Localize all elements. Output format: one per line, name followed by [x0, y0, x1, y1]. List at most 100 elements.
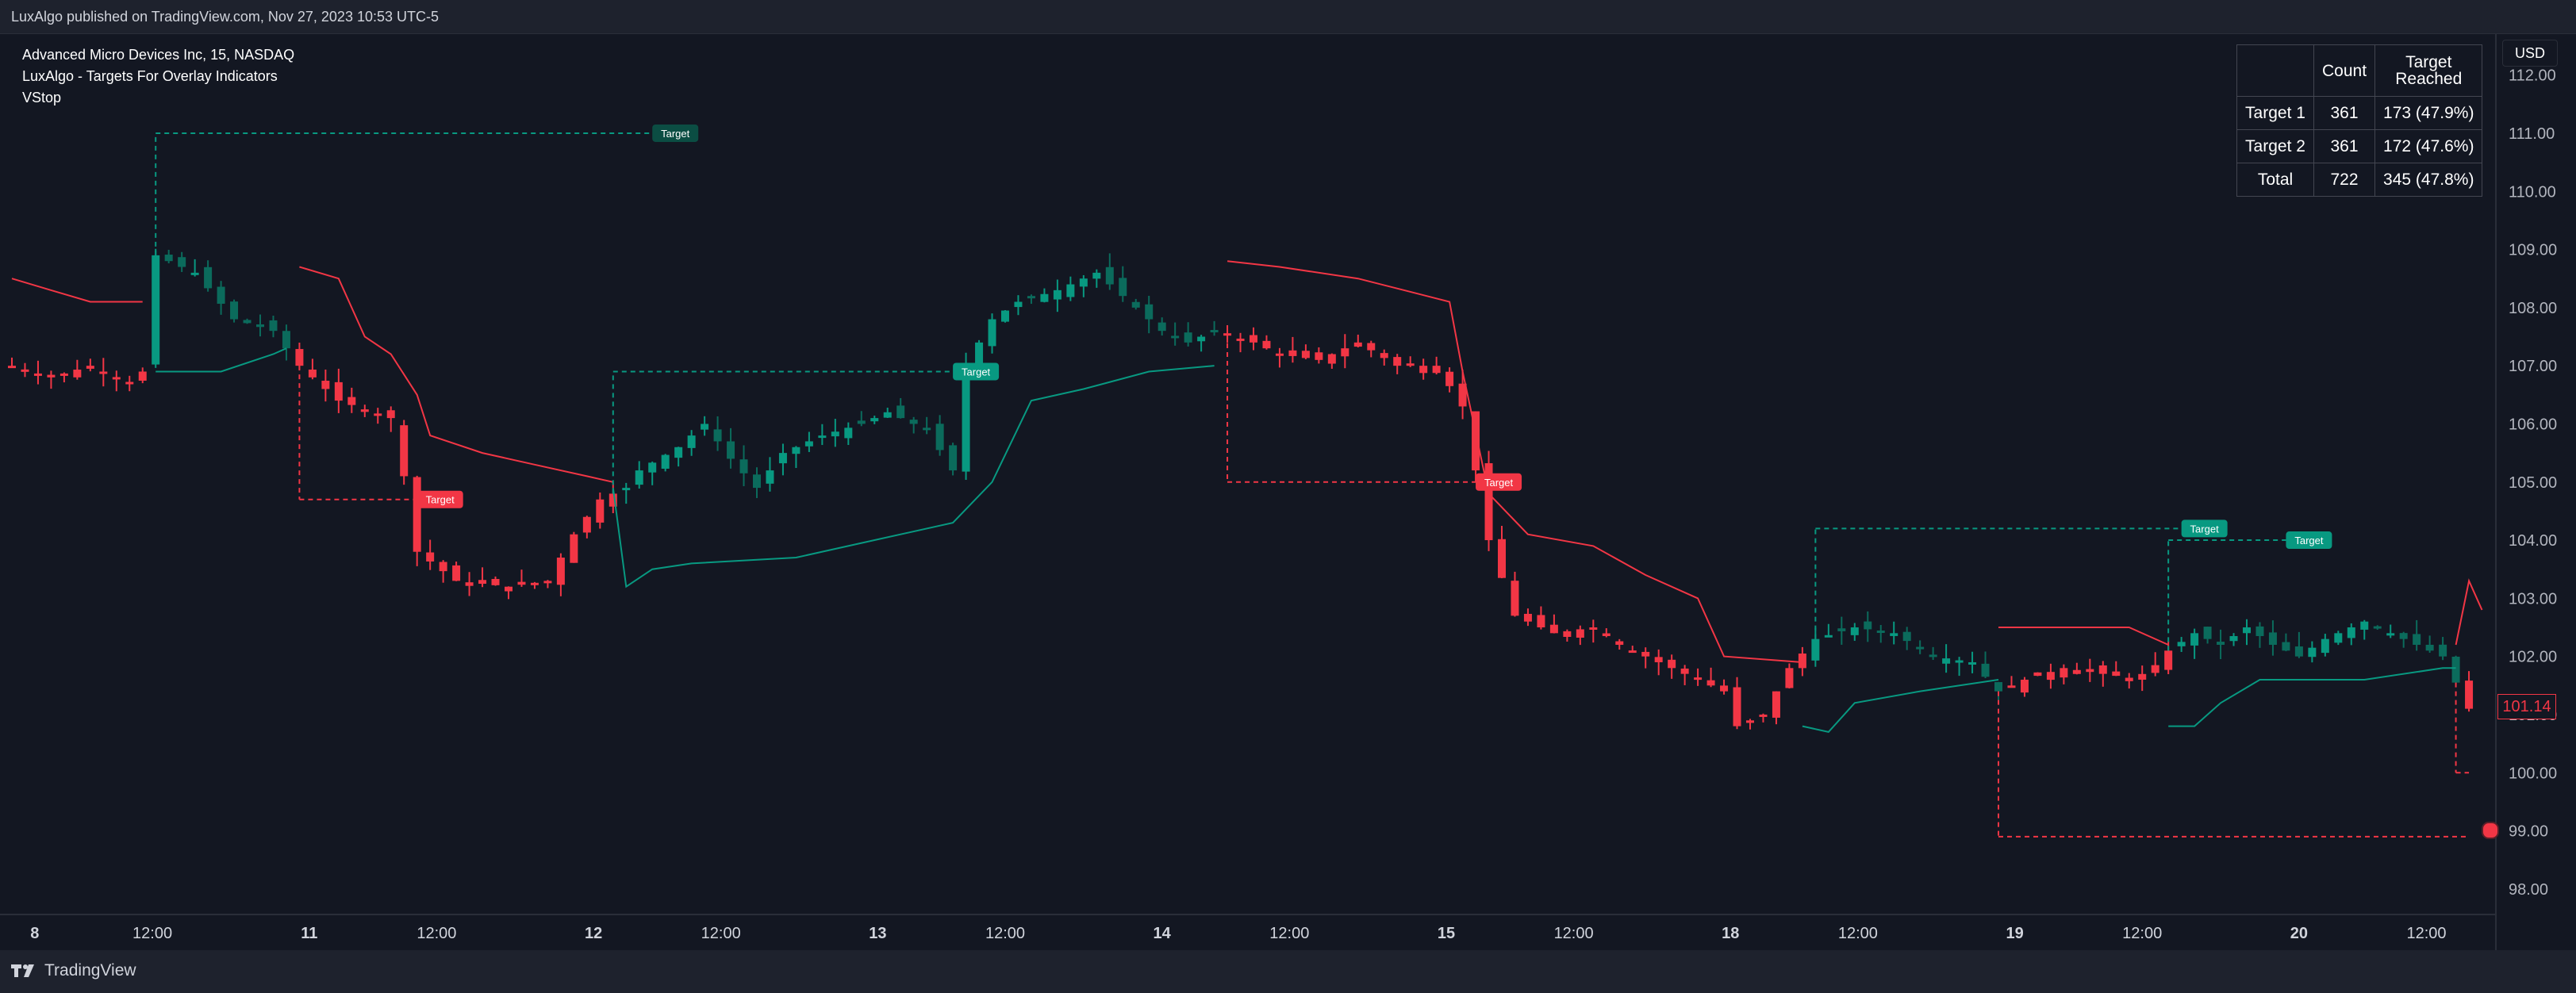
candle-body — [1484, 463, 1493, 541]
candle-body — [949, 445, 958, 471]
published-info: LuxAlgo published on TradingView.com, No… — [11, 9, 439, 25]
candle-body — [230, 301, 239, 320]
candle-body — [909, 420, 918, 424]
price-chart[interactable]: 112.00 111.00 110.00 109.00 108.00 107.00 106.… — [0, 34, 2576, 950]
indicator-title[interactable]: LuxAlgo - Targets For Overlay Indicators — [22, 68, 278, 84]
candle-body — [2229, 635, 2238, 642]
candle-body — [21, 369, 29, 372]
candle-body — [1171, 335, 1180, 339]
candle-body — [753, 474, 761, 489]
candle-body — [1537, 615, 1545, 627]
candle-body — [8, 366, 16, 369]
time-tick-label: 12:00 — [1554, 925, 1594, 942]
candle-body — [1288, 350, 1297, 356]
candle-body — [1641, 651, 1650, 657]
symbol-title[interactable]: Advanced Micro Devices Inc, 15, NASDAQ — [22, 47, 295, 63]
candle-body — [622, 488, 631, 491]
target-label: Target — [426, 494, 455, 506]
candle-body — [556, 558, 565, 585]
candle-body — [687, 435, 696, 448]
candle-body — [33, 373, 42, 376]
candle-body — [1864, 621, 1872, 630]
target-label-bg — [2181, 520, 2228, 538]
target-label: Target — [2294, 535, 2324, 546]
price-tick-label: 98.00 — [2509, 881, 2548, 899]
tradingview-logo[interactable]: TradingView — [11, 961, 136, 980]
candle-body — [1837, 628, 1846, 631]
vstop-line — [612, 365, 1215, 589]
candle-body — [152, 255, 160, 365]
vstop-line — [11, 278, 143, 303]
price-tick-label: 99.00 — [2509, 823, 2548, 841]
tradingview-logo-icon — [11, 964, 34, 977]
candle-body — [727, 441, 735, 459]
candle-body — [2413, 634, 2421, 645]
time-tick-label: 12:00 — [1838, 925, 1878, 942]
price-tick-label: 102.00 — [2509, 649, 2557, 666]
price-tick-label: 111.00 — [2509, 125, 2555, 143]
candle-body — [2086, 669, 2094, 673]
candle-body — [1733, 687, 1741, 727]
candle-body — [2386, 633, 2395, 636]
candle-body — [1445, 371, 1454, 386]
candle-body — [295, 349, 304, 366]
currency-button[interactable]: USD — [2502, 40, 2558, 67]
stats-cell: 173 (47.9%) — [2374, 96, 2483, 130]
stats-cell: 345 (47.8%) — [2374, 163, 2483, 197]
candle-body — [2451, 656, 2460, 683]
vstop-line — [2168, 667, 2456, 727]
candle-body — [204, 266, 213, 289]
target-label: Target — [661, 128, 690, 140]
candle-body — [1498, 539, 1506, 578]
candle-body — [1811, 638, 1820, 661]
candle-body — [1262, 340, 1271, 349]
candle-body — [1824, 635, 1833, 638]
candle-body — [1066, 284, 1075, 297]
price-tick-label: 105.00 — [2509, 474, 2557, 492]
candle-body — [935, 424, 944, 450]
candle-body — [1027, 296, 1035, 299]
target-marker-dot — [2482, 822, 2499, 839]
candle-body — [1563, 631, 1572, 637]
candle-body — [1367, 343, 1376, 351]
candle-body — [1406, 363, 1415, 366]
candle-body — [2177, 642, 2186, 646]
candle-body — [1668, 659, 1676, 669]
price-tick-label: 106.00 — [2509, 416, 2557, 433]
vstop-line — [1998, 627, 2169, 646]
candle-body — [426, 552, 435, 562]
candle-body — [1472, 411, 1480, 471]
candle-body — [975, 342, 984, 372]
candle-body — [360, 409, 369, 412]
candle-body — [766, 470, 774, 484]
candle-body — [60, 373, 68, 376]
candle-body — [778, 453, 787, 464]
price-tick-label: 109.00 — [2509, 242, 2557, 259]
vstop-line — [2455, 578, 2483, 646]
candle-body — [1105, 266, 1114, 285]
candle-body — [739, 459, 748, 473]
candle-body — [178, 257, 186, 267]
candle-body — [2125, 677, 2133, 681]
candle-body — [1942, 658, 1951, 664]
candle-body — [1341, 348, 1349, 357]
time-tick-label: 18 — [1722, 925, 1739, 942]
candle-body — [831, 431, 839, 437]
candle-body — [1955, 660, 1964, 663]
bottom-bar: TradingView — [0, 950, 2576, 993]
time-tick-label: 12:00 — [2406, 925, 2446, 942]
candle-body — [804, 441, 813, 447]
stats-cell: 361 — [2313, 96, 2376, 130]
candle-body — [1380, 353, 1388, 358]
candle-body — [190, 272, 199, 275]
stats-cell: Total — [2236, 163, 2314, 197]
candle-body — [1145, 304, 1154, 320]
candle-body — [1157, 322, 1166, 332]
candle-body — [1432, 366, 1441, 374]
top-bar: LuxAlgo published on TradingView.com, No… — [0, 0, 2576, 34]
candle-body — [2334, 633, 2343, 643]
vstop-line — [299, 266, 614, 483]
candle-body — [491, 578, 500, 585]
price-tick-label: 107.00 — [2509, 358, 2557, 375]
overlay-title[interactable]: VStop — [22, 90, 62, 105]
